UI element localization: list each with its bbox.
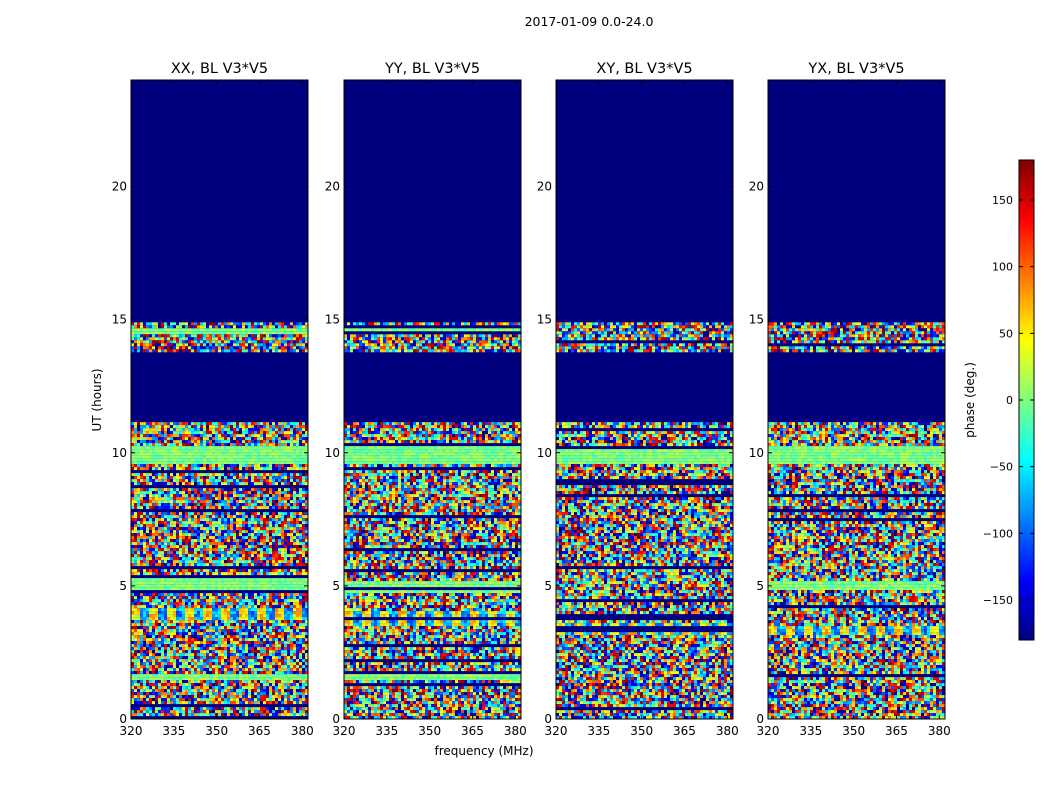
y-tick-label: 10 — [112, 446, 127, 460]
figure-suptitle: 2017-01-09 0.0-24.0 — [525, 14, 654, 29]
x-tick-label: 335 — [162, 724, 185, 738]
x-tick-label: 365 — [248, 724, 271, 738]
colorbar-tick-label: −100 — [983, 527, 1013, 540]
x-tick-label: 365 — [885, 724, 908, 738]
x-tick-label: 320 — [757, 724, 780, 738]
colorbar: −150 −100 −50 0 50 100 150 — [983, 160, 1034, 640]
colorbar-tick-label: 50 — [999, 327, 1013, 340]
colorbar-tick-label: 0 — [1006, 394, 1013, 407]
y-tick-label: 20 — [749, 180, 764, 194]
y-tick-label: 10 — [537, 446, 552, 460]
colorbar-tick-label: −50 — [990, 461, 1013, 474]
y-tick-label: 20 — [112, 180, 127, 194]
x-tick-label: 350 — [205, 724, 228, 738]
x-tick-label: 350 — [842, 724, 865, 738]
colorbar-tick-label: 150 — [992, 194, 1013, 207]
x-tick-label: 320 — [333, 724, 356, 738]
panel-title: XY, BL V3*V5 — [596, 61, 692, 77]
x-tick-label: 380 — [928, 724, 951, 738]
x-tick-label: 320 — [545, 724, 568, 738]
x-tick-label: 380 — [504, 724, 527, 738]
y-tick-label: 5 — [544, 579, 552, 593]
x-axis-label: frequency (MHz) — [434, 744, 533, 758]
y-axis-label: UT (hours) — [90, 368, 104, 431]
y-tick-label: 15 — [749, 313, 764, 327]
x-tick-label: 335 — [587, 724, 610, 738]
panel-title: YX, BL V3*V5 — [807, 61, 904, 77]
x-tick-label: 350 — [630, 724, 653, 738]
colorbar-tick-label: 100 — [992, 261, 1013, 274]
x-tick-label: 365 — [673, 724, 696, 738]
y-tick-label: 10 — [325, 446, 340, 460]
x-tick-label: 365 — [461, 724, 484, 738]
x-tick-label: 335 — [799, 724, 822, 738]
x-tick-label: 380 — [716, 724, 739, 738]
y-tick-label: 15 — [112, 313, 127, 327]
colorbar-label: phase (deg.) — [963, 362, 977, 438]
y-tick-label: 5 — [119, 579, 127, 593]
colorbar-tick-label: −150 — [983, 594, 1013, 607]
y-tick-label: 20 — [537, 180, 552, 194]
y-tick-label: 20 — [325, 180, 340, 194]
y-tick-label: 5 — [756, 579, 764, 593]
y-tick-label: 10 — [749, 446, 764, 460]
y-tick-label: 5 — [332, 579, 340, 593]
x-tick-label: 335 — [375, 724, 398, 738]
panel-title: YY, BL V3*V5 — [384, 61, 480, 77]
y-tick-label: 15 — [325, 313, 340, 327]
y-tick-label: 15 — [537, 313, 552, 327]
x-tick-label: 350 — [418, 724, 441, 738]
panel-title: XX, BL V3*V5 — [171, 61, 268, 77]
x-tick-label: 320 — [120, 724, 143, 738]
x-tick-label: 380 — [291, 724, 314, 738]
